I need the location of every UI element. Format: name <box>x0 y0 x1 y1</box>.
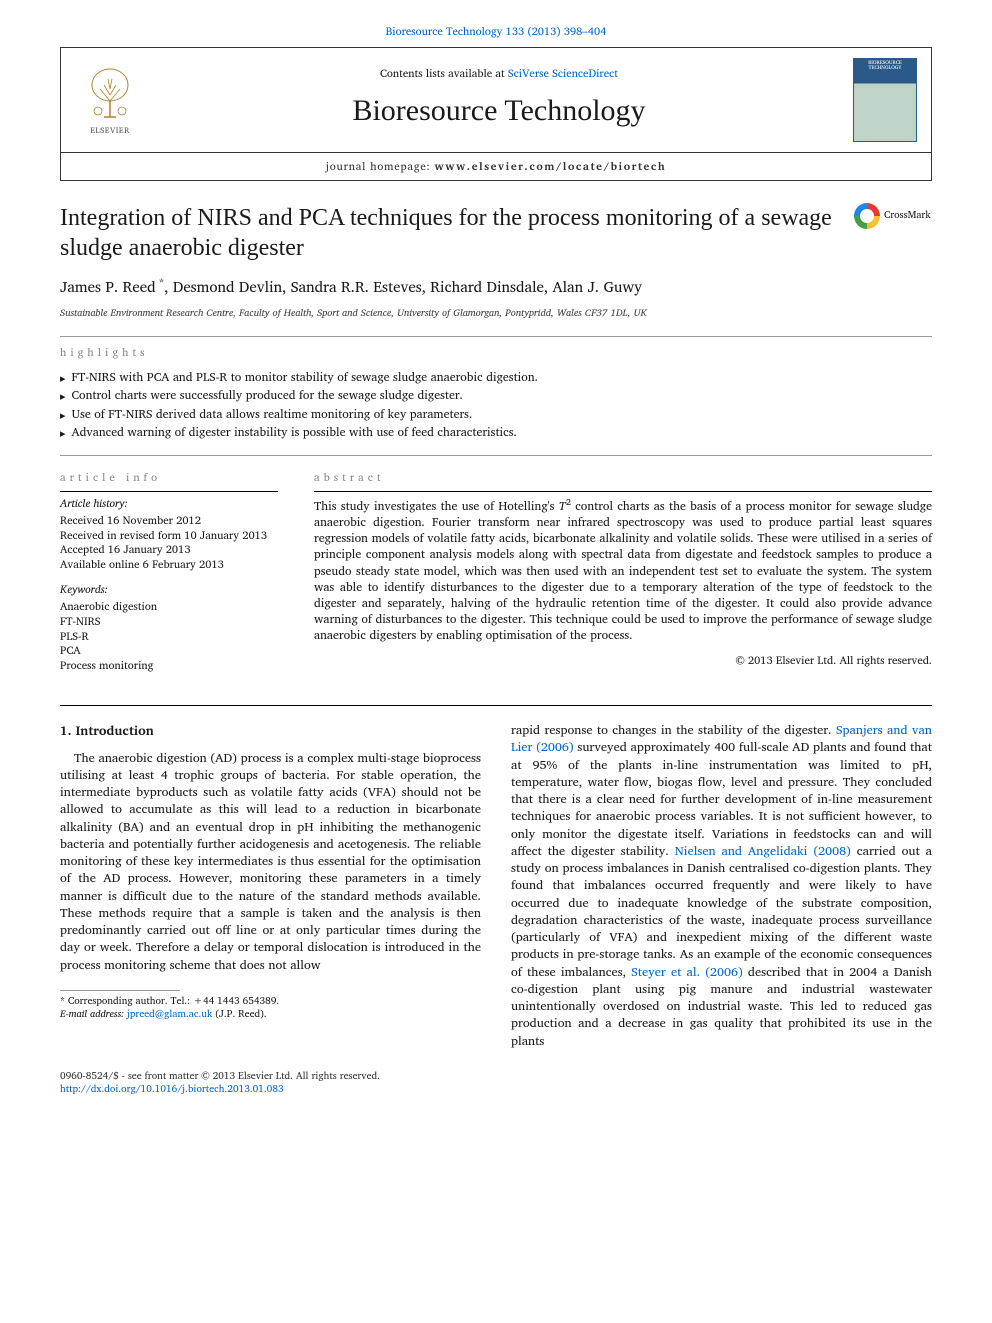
homepage-label: journal homepage: <box>326 157 435 175</box>
highlight-text: Use of FT-NIRS derived data allows realt… <box>72 407 473 423</box>
rule <box>60 336 932 337</box>
article-page: Bioresource Technology 133 (2013) 398–40… <box>0 0 992 1127</box>
bullet-arrow-icon: ▸ <box>60 408 66 423</box>
keyword: PLS-R <box>60 629 278 644</box>
footer-left: 0960-8524/$ - see front matter © 2013 El… <box>60 1070 380 1097</box>
article-title: Integration of NIRS and PCA techniques f… <box>60 203 840 263</box>
crossmark-icon <box>854 203 880 229</box>
section-heading: 1. Introduction <box>60 722 481 740</box>
elsevier-tree-icon <box>80 63 140 123</box>
highlights-list: ▸ FT-NIRS with PCA and PLS-R to monitor s… <box>60 370 932 441</box>
authors-text: James P. Reed *, Desmond Devlin, Sandra … <box>60 274 642 299</box>
highlight-text: Control charts were successfully produce… <box>72 388 463 404</box>
masthead: ELSEVIER Contents lists available at Sci… <box>60 47 932 181</box>
keywords-heading: Keywords: <box>60 582 278 597</box>
highlight-text: FT-NIRS with PCA and PLS-R to monitor st… <box>72 370 538 386</box>
article-history: Article history: Received 16 November 20… <box>60 496 278 572</box>
text-run: carried out a study on process imbalance… <box>511 841 932 982</box>
masthead-center: Contents lists available at SciVerse Sci… <box>159 66 839 133</box>
bullet-arrow-icon: ▸ <box>60 426 66 441</box>
journal-homepage-bar: journal homepage: www.elsevier.com/locat… <box>61 152 931 180</box>
article-info-label: article info <box>60 470 278 485</box>
crossmark-label: CrossMark <box>884 209 931 223</box>
info-abstract-row: article info Article history: Received 1… <box>60 470 932 683</box>
highlight-item: ▸ Use of FT-NIRS derived data allows real… <box>60 407 932 423</box>
copyright: © 2013 Elsevier Ltd. All rights reserved… <box>314 653 932 668</box>
sciencedirect-link[interactable]: SciVerse ScienceDirect <box>508 64 618 82</box>
history-heading: Article history: <box>60 496 278 511</box>
contents-prefix: Contents lists available at <box>380 64 508 82</box>
rule <box>314 491 932 492</box>
rule <box>60 455 932 456</box>
homepage-url[interactable]: www.elsevier.com/locate/biortech <box>435 157 667 175</box>
masthead-inner: ELSEVIER Contents lists available at Sci… <box>61 48 931 152</box>
highlight-text: Advanced warning of digester instability… <box>72 425 517 441</box>
highlight-item: ▸ Advanced warning of digester instabilit… <box>60 425 932 441</box>
crossmark-badge[interactable]: CrossMark <box>854 203 932 229</box>
footnote-rule <box>60 990 180 991</box>
highlights-label: highlights <box>60 345 932 360</box>
corresponding-asterisk: * <box>156 273 165 291</box>
column-left: 1. Introduction The anaerobic digestion … <box>60 722 481 1050</box>
history-line: Available online 6 February 2013 <box>60 557 278 572</box>
two-column-body: 1. Introduction The anaerobic digestion … <box>60 722 932 1050</box>
journal-cover-thumbnail: BIORESOURCE TECHNOLOGY <box>853 58 917 142</box>
keywords-block: Keywords: Anaerobic digestion FT-NIRS PL… <box>60 582 278 673</box>
keyword: Process monitoring <box>60 658 278 673</box>
email-tail: (J.P. Reed). <box>212 1006 266 1022</box>
bullet-arrow-icon: ▸ <box>60 371 66 386</box>
highlight-item: ▸ FT-NIRS with PCA and PLS-R to monitor s… <box>60 370 932 386</box>
footnote-email-line: E-mail address: jpreed@glam.ac.uk (J.P. … <box>60 1008 481 1021</box>
author-list: James P. Reed *, Desmond Devlin, Sandra … <box>60 275 932 297</box>
keyword: FT-NIRS <box>60 614 278 629</box>
body-paragraph: rapid response to changes in the stabili… <box>511 722 932 1050</box>
elsevier-logo: ELSEVIER <box>75 60 145 140</box>
email-label: E-mail address: <box>60 1006 127 1022</box>
journal-name: Bioresource Technology <box>159 91 839 132</box>
corresponding-footnote: * Corresponding author. Tel.: +44 1443 6… <box>60 995 481 1021</box>
publisher-name: ELSEVIER <box>90 125 130 136</box>
abstract-post: control charts as the basis of a process… <box>314 497 932 646</box>
column-right: rapid response to changes in the stabili… <box>511 722 932 1050</box>
abstract: abstract This study investigates the use… <box>314 470 932 683</box>
rule <box>60 491 278 492</box>
abstract-text: This study investigates the use of Hotel… <box>314 496 932 645</box>
doi-link[interactable]: http://dx.doi.org/10.1016/j.biortech.201… <box>60 1083 380 1097</box>
top-citation[interactable]: Bioresource Technology 133 (2013) 398–40… <box>60 24 932 39</box>
affiliation: Sustainable Environment Research Centre,… <box>60 307 932 321</box>
title-row: Integration of NIRS and PCA techniques f… <box>60 203 932 263</box>
page-footer: 0960-8524/$ - see front matter © 2013 El… <box>60 1070 932 1097</box>
email-link[interactable]: jpreed@glam.ac.uk <box>127 1006 212 1022</box>
highlight-item: ▸ Control charts were successfully produc… <box>60 388 932 404</box>
body-rule <box>60 705 932 706</box>
abstract-label: abstract <box>314 470 932 485</box>
article-info: article info Article history: Received 1… <box>60 470 278 683</box>
body-paragraph: The anaerobic digestion (AD) process is … <box>60 750 481 974</box>
contents-line: Contents lists available at SciVerse Sci… <box>159 66 839 81</box>
cover-title: BIORESOURCE TECHNOLOGY <box>854 59 916 73</box>
bullet-arrow-icon: ▸ <box>60 389 66 404</box>
